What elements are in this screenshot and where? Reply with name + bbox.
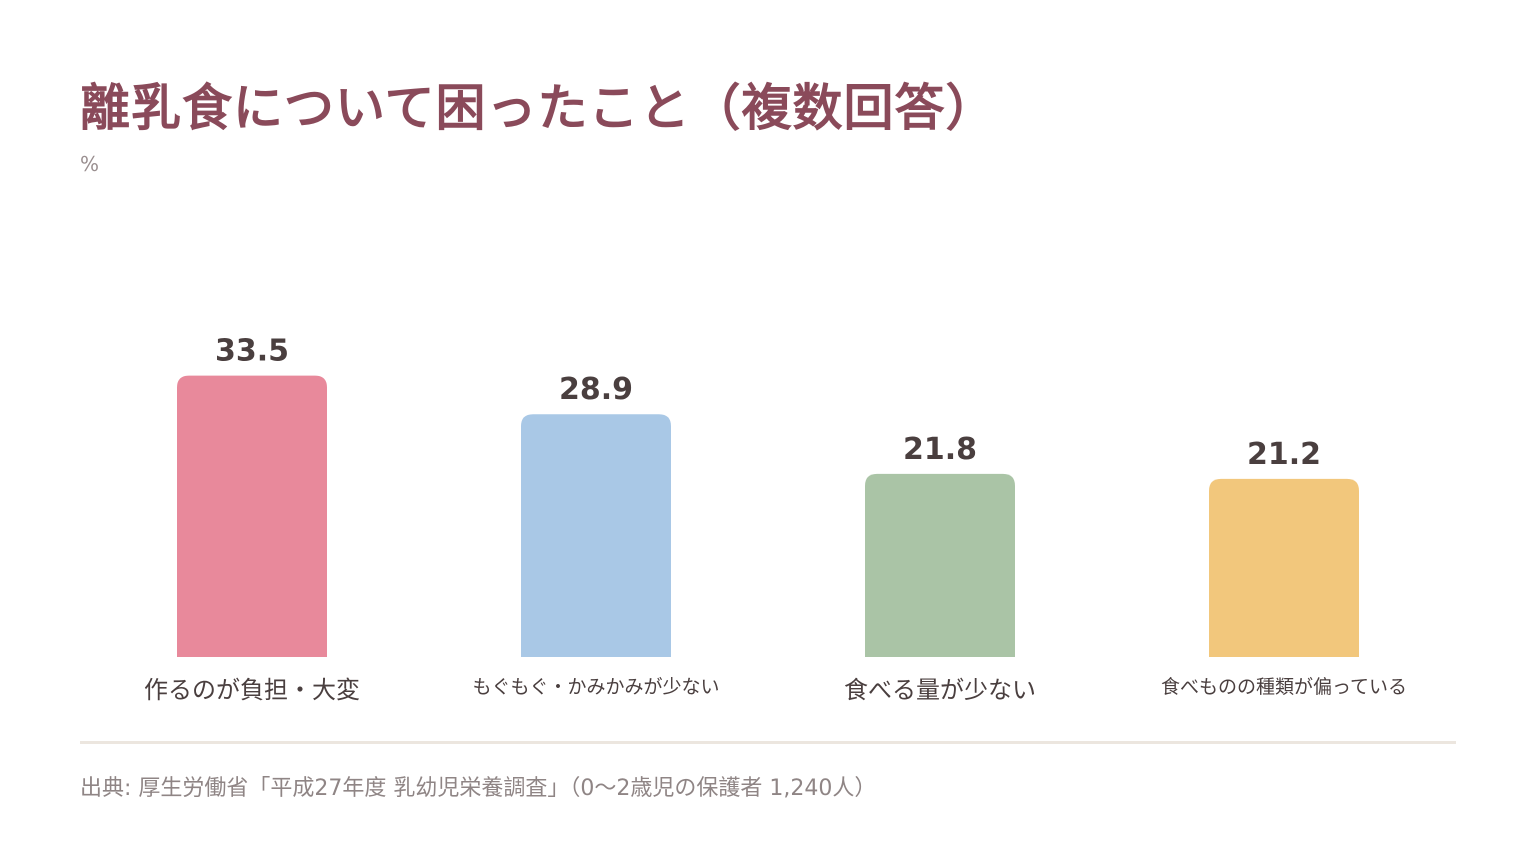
bar-3 [865,473,1015,657]
bar-2 [521,414,671,657]
value-label-3: 21.8 [903,432,977,467]
divider [80,741,1456,744]
chart-title: 離乳食について困ったこと（複数回答） [80,79,997,137]
category-label-3: 食べる量が少ない [844,676,1036,704]
bar-1 [177,375,327,657]
category-label-1: 作るのが負担・大変 [144,676,360,704]
category-label-2: もぐもぐ・かみかみが少ない [472,676,719,698]
bar-chart: 33.5 作るのが負担・大変 28.9 もぐもぐ・かみかみが少ない 21.8 食べる量が少… [144,334,1407,704]
source-note: 出典: 厚生労働省「平成27年度 乳幼児栄養調査」（0〜2歳児の保護者 1,24… [80,776,877,801]
category-label-4: 食べものの種類が偏っている [1161,676,1407,698]
value-label-4: 21.2 [1247,437,1321,472]
unit-label: % [80,152,100,176]
value-label-2: 28.9 [559,372,633,407]
bar-4 [1209,478,1359,657]
value-label-1: 33.5 [215,334,289,369]
